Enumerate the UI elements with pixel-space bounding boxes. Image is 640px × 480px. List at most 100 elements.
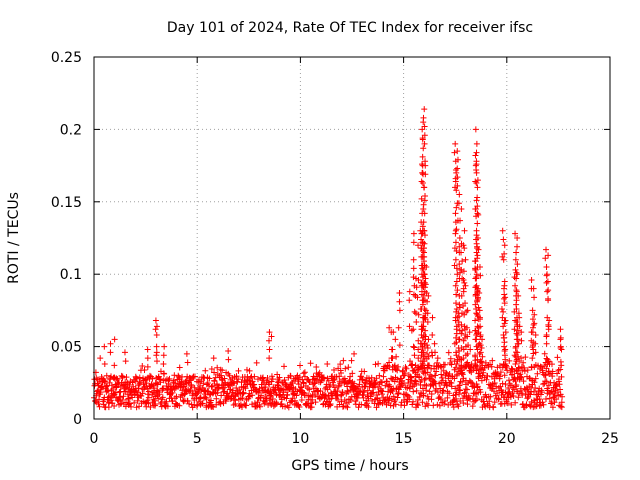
data-point [455,200,462,207]
data-point [456,235,463,241]
data-point [123,374,130,381]
data-point [327,400,334,407]
data-point [410,265,417,272]
data-point [312,392,319,399]
data-point [422,171,429,178]
data-point [424,298,431,305]
data-point [473,275,480,282]
data-point [209,403,216,410]
data-point [544,271,551,278]
data-point [515,292,522,299]
data-point [285,404,292,411]
data-point [453,226,460,233]
data-point [243,366,250,373]
data-point [422,284,429,291]
data-point [557,386,564,393]
data-point [454,371,461,378]
data-point [307,360,314,367]
data-point [541,350,548,357]
y-tick-label: 0.2 [60,122,82,138]
data-point [220,388,227,395]
data-point [464,307,471,314]
data-point [477,332,484,339]
data-point [512,230,519,237]
data-point [496,373,503,380]
data-point [422,162,429,169]
data-point [543,378,550,385]
data-point [254,376,261,383]
data-point [122,358,129,365]
data-point [456,336,463,343]
data-point [360,394,367,401]
data-point [391,362,398,369]
data-point [457,387,464,394]
data-point [452,210,459,217]
data-point [157,379,164,386]
data-point [291,397,298,404]
data-point [477,358,484,365]
data-point [407,374,414,381]
data-point [107,340,114,347]
data-point [474,184,481,191]
data-point [274,371,281,378]
data-point [420,201,427,208]
data-point [370,389,377,396]
data-point [169,389,176,396]
data-point [208,383,215,390]
x-tick-label: 0 [90,431,99,447]
data-point [478,377,485,384]
data-point [506,357,513,364]
data-point [420,297,427,304]
data-point [209,382,216,389]
data-point [161,343,168,350]
data-point [518,337,525,344]
data-point [483,376,490,383]
data-point [507,394,514,401]
data-point [231,380,238,387]
data-point [206,375,213,382]
data-point [314,387,321,394]
data-point [396,298,403,305]
data-point [355,404,362,411]
data-point [218,372,225,379]
data-point [384,378,391,385]
data-point [476,340,483,347]
data-point [466,363,473,370]
data-point [151,397,158,404]
data-point [401,402,408,409]
data-point [474,363,481,370]
data-point [511,326,518,333]
data-point [501,278,508,285]
data-point [339,389,346,396]
data-point [378,391,385,398]
data-point [152,317,159,324]
x-axis-label: GPS time / hours [291,458,408,474]
data-point [293,392,300,399]
data-point [103,372,110,379]
data-point [191,373,198,380]
data-point [281,376,288,383]
data-point [530,321,537,328]
data-point [544,288,551,295]
data-point [104,387,111,394]
data-point [225,382,232,389]
data-point [213,395,220,402]
data-point [396,290,403,297]
data-point [545,297,552,304]
data-point [456,382,463,389]
data-point [420,392,427,399]
data-point [455,310,462,317]
data-point [208,365,215,372]
data-point [418,195,425,202]
data-point [476,307,483,314]
data-point [459,371,466,378]
data-point [497,369,504,376]
data-point [413,380,420,387]
data-point [211,369,218,376]
data-point [289,398,296,405]
data-point [474,177,481,184]
data-point [466,329,473,336]
data-point [425,353,432,360]
data-point [259,374,266,381]
data-point [499,380,506,387]
